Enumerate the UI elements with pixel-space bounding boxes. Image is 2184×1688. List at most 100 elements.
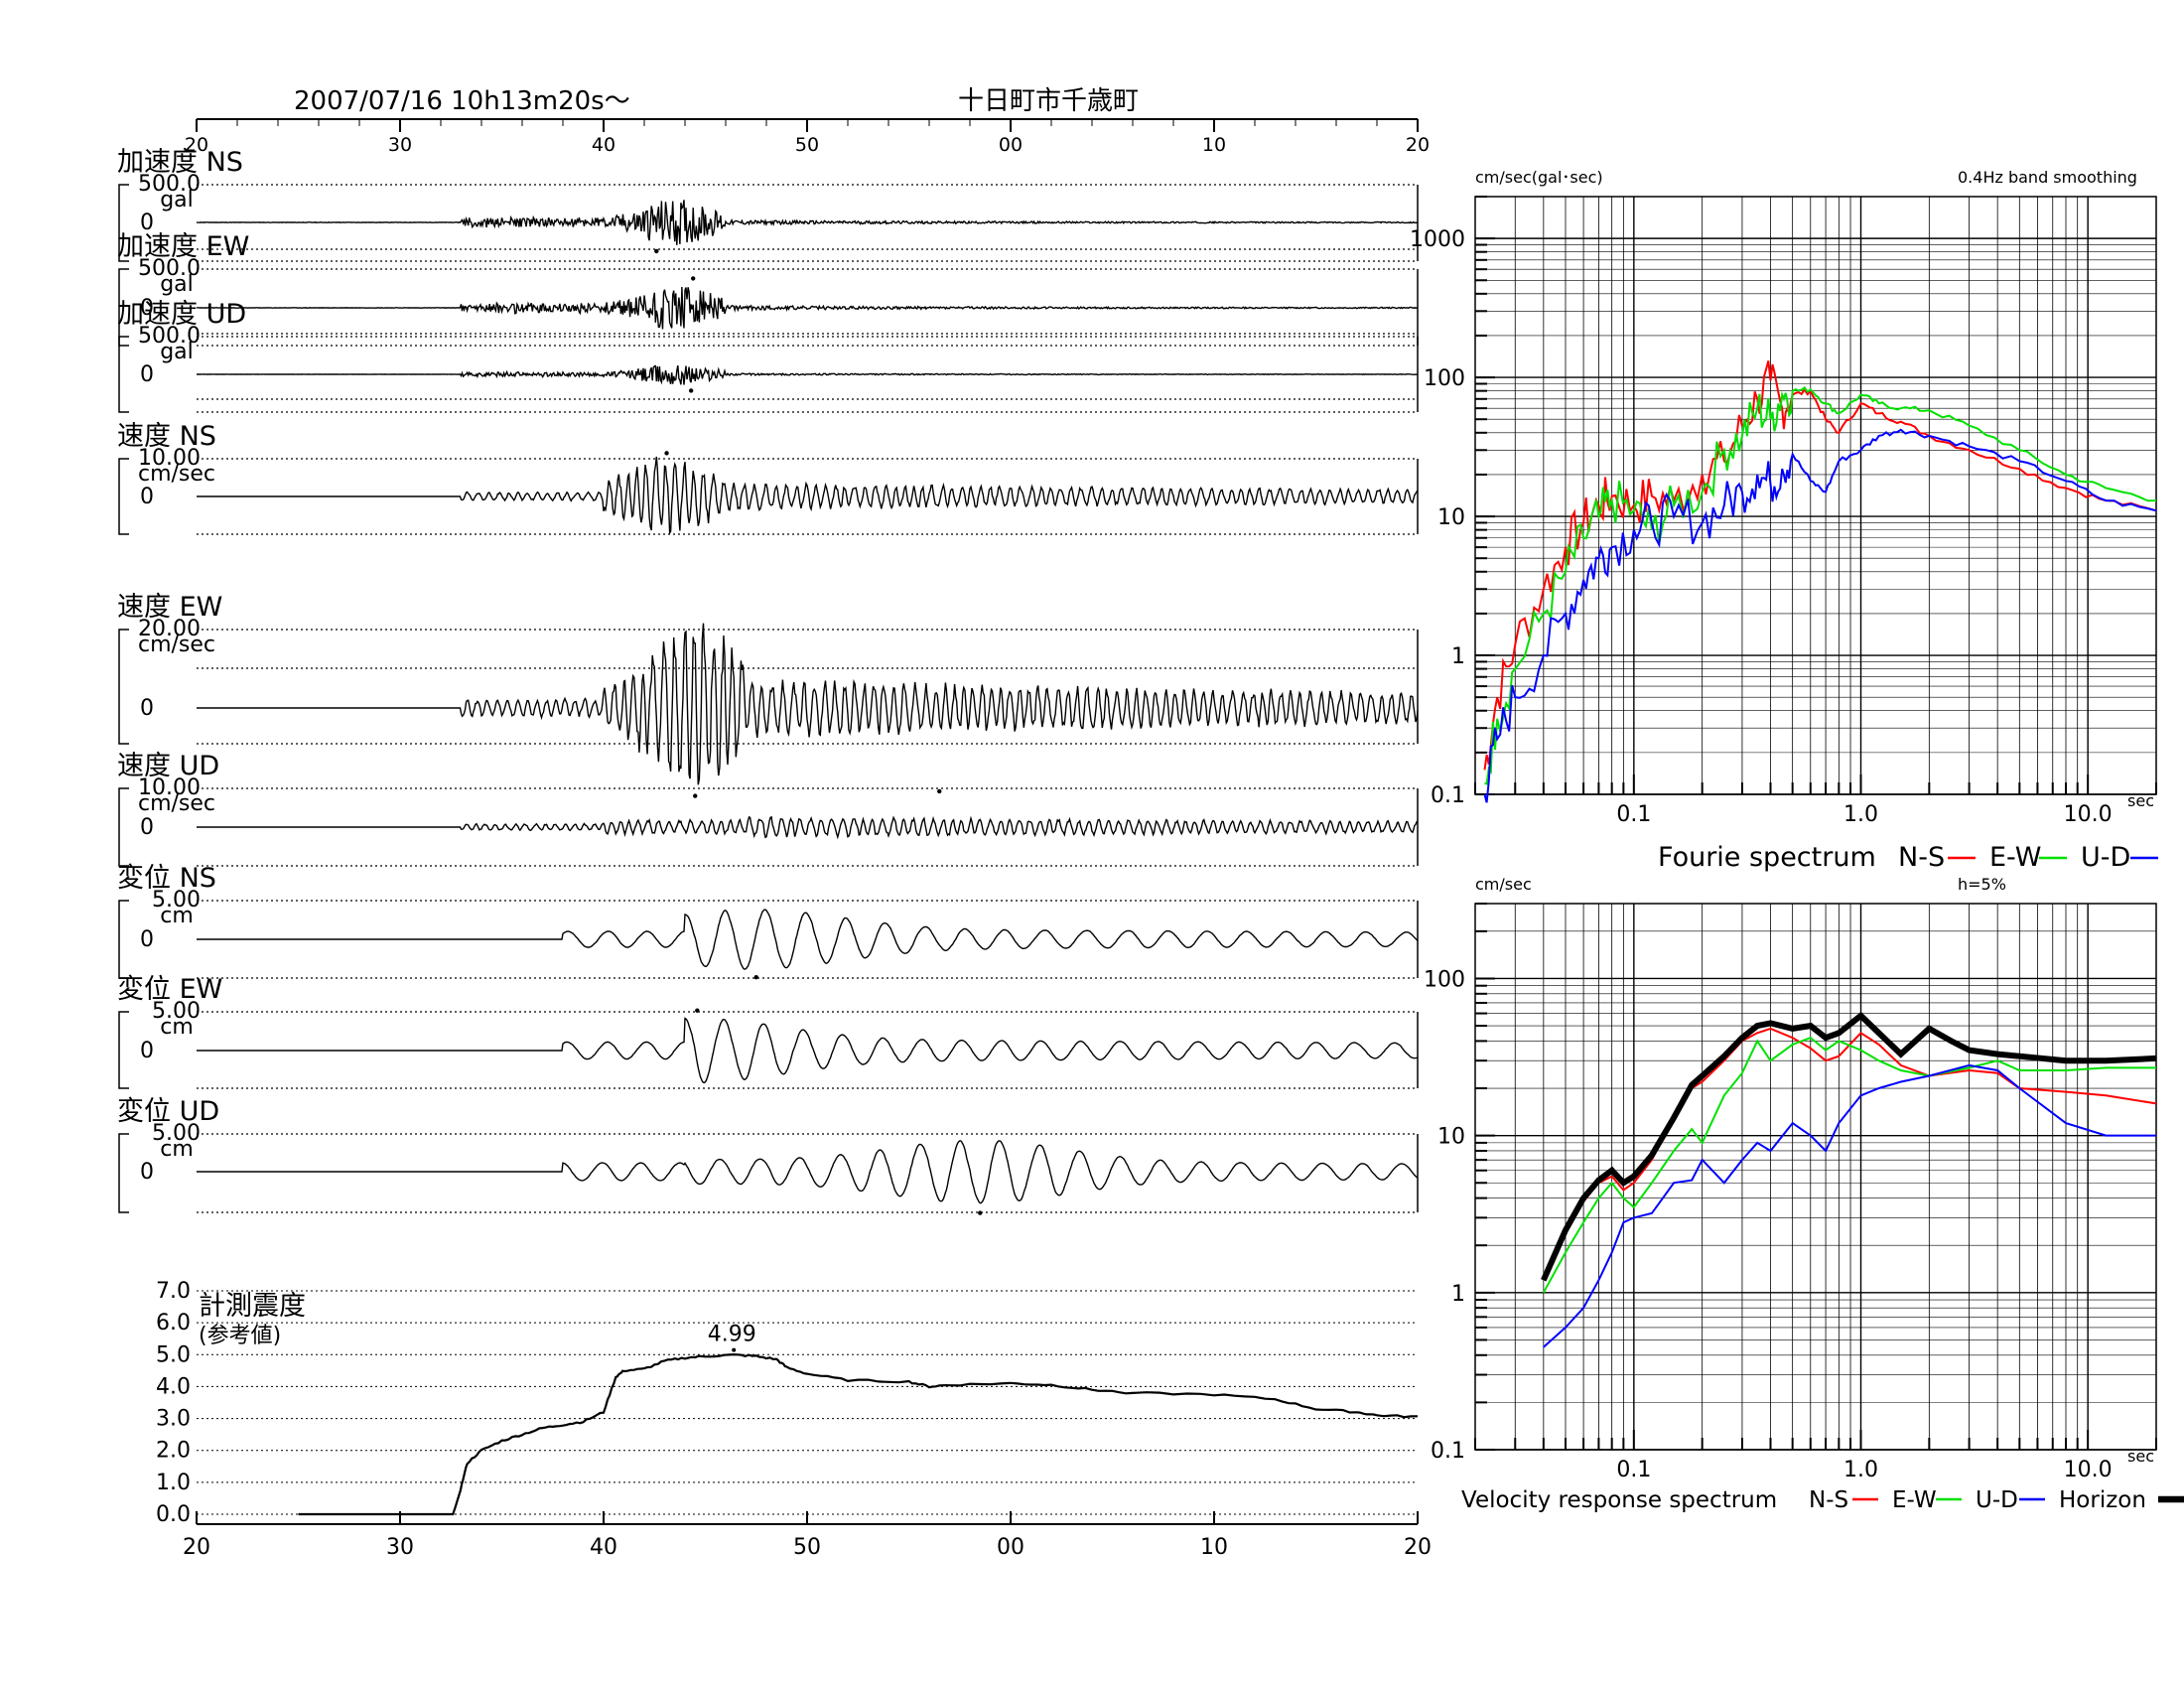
intensity-tick-label: 1.0	[156, 1471, 191, 1495]
time-tick-label-top: 30	[388, 134, 412, 156]
waveform-trace	[197, 456, 1419, 535]
time-tick-label-top: 20	[1406, 134, 1430, 156]
plot-frame	[1474, 196, 2157, 795]
series-line-u-d	[1483, 428, 2157, 803]
waveform-label: 変位 EW	[117, 974, 222, 1005]
y-axis-unit: cm/sec(gal･sec)	[1475, 168, 1603, 187]
peak-marker	[937, 788, 942, 794]
waveform-scale: 20.00	[138, 617, 201, 641]
x-tick-label: 10.0	[2064, 1458, 2113, 1482]
waveform-zero: 0	[140, 1039, 154, 1063]
waveform-unit: gal	[160, 340, 194, 364]
chart-annotation: 0.4Hz band smoothing	[1958, 168, 2137, 187]
intensity-peak-value: 4.99	[708, 1323, 756, 1347]
intensity-tick-label: 7.0	[156, 1279, 191, 1304]
peak-marker	[688, 388, 694, 393]
fourier-spectrum-chart: 1000 100 10 1 0.1 0.1 1.0 10.0 sec cm/sec(gal･sec…	[1410, 168, 2158, 873]
x-axis-unit: sec	[2127, 1447, 2154, 1466]
y-tick-label: 100	[1424, 967, 1465, 992]
series-line-e-w	[1542, 1036, 2156, 1294]
waveform-unit: cm	[160, 1015, 194, 1040]
x-tick-label: 0.1	[1616, 802, 1651, 827]
record-datetime: 2007/07/16 10h13m20s～	[294, 86, 630, 116]
intensity-tick-label: 5.0	[156, 1342, 191, 1367]
panel-bracket	[118, 900, 129, 979]
legend-label: E-W	[1892, 1487, 1937, 1513]
peak-marker	[664, 451, 669, 456]
waveform-label: 変位 UD	[117, 1096, 219, 1127]
peak-marker	[753, 974, 758, 980]
waveform-scale: 500.0	[138, 172, 201, 197]
series-line-u-d	[1543, 1063, 2156, 1348]
panel-bracket	[118, 1011, 129, 1089]
waveform-scale: 10.00	[138, 775, 201, 800]
intensity-tick-label: 2.0	[156, 1439, 191, 1464]
legend-title: Velocity response spectrum	[1461, 1487, 1777, 1513]
waveform-scale: 500.0	[138, 324, 201, 349]
panel-bracket	[118, 184, 129, 262]
waveform-zero: 0	[140, 485, 154, 509]
intensity-label-sub: (参考値)	[199, 1324, 281, 1348]
waveform-label: 速度 NS	[117, 421, 216, 452]
waveform-zero: 0	[140, 1160, 154, 1185]
peak-marker	[978, 1210, 983, 1215]
time-tick-label-bottom: 40	[590, 1535, 617, 1560]
y-axis-unit: cm/sec	[1475, 875, 1532, 894]
y-tick-label: 10	[1437, 1125, 1465, 1150]
time-tick-label-top: 00	[999, 134, 1023, 156]
panel-bracket	[118, 787, 129, 867]
time-tick-label-bottom: 00	[997, 1535, 1024, 1560]
waveform-unit: cm/sec	[138, 791, 215, 816]
legend-label: U-D	[2081, 842, 2130, 873]
waveform-scale: 10.00	[138, 446, 201, 471]
time-tick-label-bottom: 10	[1200, 1535, 1228, 1560]
waveform-zero: 0	[140, 296, 154, 321]
panel-bracket	[118, 268, 129, 347]
panel-bracket	[118, 1133, 129, 1213]
time-tick-label-top: 10	[1202, 134, 1226, 156]
time-tick-label-bottom: 50	[793, 1535, 821, 1560]
chart-annotation: h=5%	[1958, 875, 2006, 894]
x-axis-unit: sec	[2127, 791, 2154, 810]
series-line-n-s	[1542, 1027, 2157, 1281]
waveform-zero: 0	[140, 362, 154, 387]
waveform-zero: 0	[140, 927, 154, 952]
time-tick-label-bottom: 20	[1404, 1535, 1432, 1560]
y-tick-label: 1	[1451, 644, 1465, 669]
station-name: 十日町市千歳町	[958, 86, 1139, 116]
intensity-trace	[298, 1352, 1419, 1516]
velocity-response-chart: 100 10 1 0.1 0.1 1.0 10.0 sec cm/sec h=5% Velocity…	[1424, 875, 2184, 1513]
waveform-trace	[196, 200, 1419, 245]
peak-marker	[691, 276, 696, 281]
y-tick-label: 10	[1437, 505, 1465, 530]
waveform-trace	[196, 364, 1419, 385]
waveform-label: 速度 UD	[117, 751, 219, 781]
legend-label: N-S	[1809, 1487, 1848, 1513]
waveform-scale: 5.00	[152, 999, 201, 1024]
x-tick-label: 0.1	[1616, 1458, 1651, 1482]
waveform-unit: cm/sec	[138, 633, 215, 657]
waveform-trace	[197, 623, 1419, 785]
intensity-tick-label: 6.0	[156, 1311, 191, 1336]
x-tick-label: 1.0	[1843, 1458, 1878, 1482]
time-tick-label-bottom: 30	[386, 1535, 414, 1560]
waveform-unit: cm	[160, 1137, 194, 1162]
intensity-tick-label: 4.0	[156, 1374, 191, 1399]
y-tick-label: 0.1	[1431, 783, 1465, 808]
legend-label: U-D	[1976, 1487, 2018, 1513]
waveform-zero: 0	[140, 696, 154, 721]
peak-marker	[693, 793, 698, 798]
series-line-horizon	[1541, 1011, 2157, 1282]
waveform-trace	[197, 815, 1419, 840]
panel-bracket	[118, 336, 129, 413]
